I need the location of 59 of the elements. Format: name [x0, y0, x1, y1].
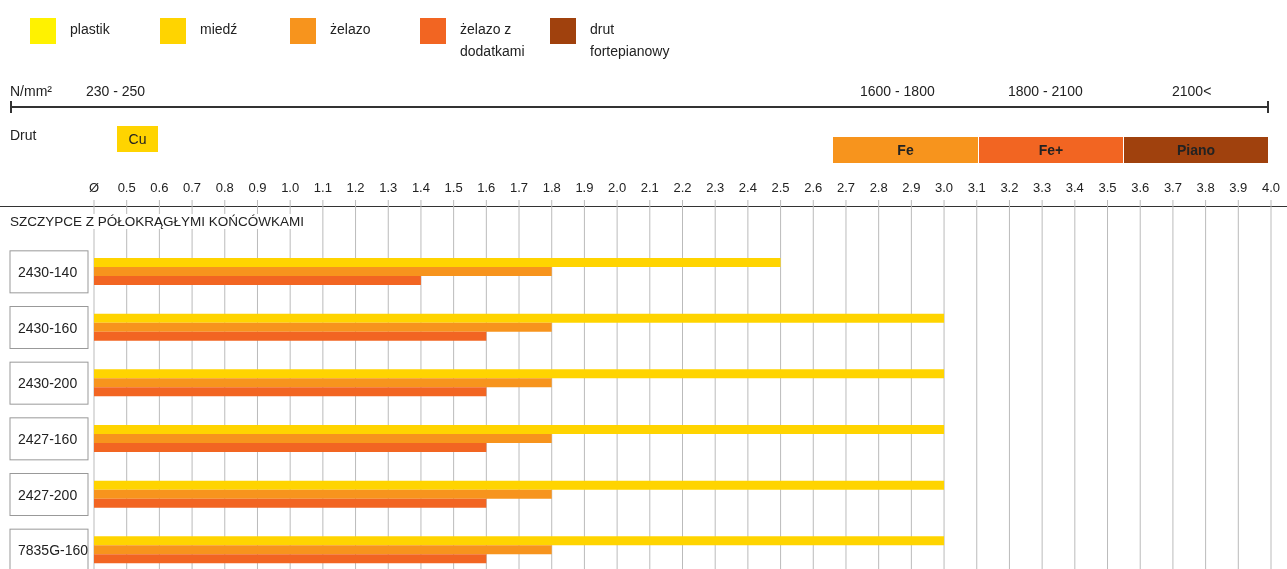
x-tick-label: 1.0 — [281, 180, 300, 195]
x-tick-label: 0.7 — [183, 180, 202, 195]
x-tick-label: 3.7 — [1163, 180, 1182, 195]
x-tick-label: 2.6 — [804, 180, 823, 195]
y-tick-label: 2430-160 — [18, 319, 78, 336]
text: N/mm² — [10, 82, 52, 100]
x-tick-label: 4.0 — [1261, 180, 1281, 195]
x-tick-label: 2.2 — [673, 180, 692, 195]
x-tick-label: 3.4 — [1065, 180, 1084, 195]
x-tick-label: 1.9 — [575, 180, 594, 195]
x-tick-label: 1.1 — [313, 180, 332, 195]
x-tick-label: 0.9 — [248, 180, 267, 195]
x-tick-label: 1.4 — [411, 180, 430, 195]
x-tick-label: 3.1 — [967, 180, 986, 195]
text: Fe+ — [979, 137, 1123, 163]
x-tick-label: 2.7 — [836, 180, 856, 195]
text: 230 - 250 — [86, 82, 146, 100]
text: 1800 - 2100 — [1008, 82, 1083, 100]
y-tick-label: 2430-140 — [18, 263, 78, 280]
legend-label: żelazo — [330, 20, 372, 39]
legend-label: plastik — [70, 20, 111, 39]
x-tick-label: 2.8 — [869, 180, 888, 195]
x-tick-label: 1.8 — [542, 180, 561, 195]
text: SZCZYPCE Z PÓŁOKRĄGŁYMI KOŃCÓWKAMI — [10, 214, 305, 229]
text: 1600 - 1800 — [860, 82, 935, 100]
x-tick-label: Ø — [88, 180, 100, 195]
x-tick-label: 0.8 — [215, 180, 234, 195]
x-tick-label: 3.9 — [1229, 180, 1248, 195]
x-tick-label: 3.0 — [935, 180, 954, 195]
x-tick-label: 3.6 — [1131, 180, 1150, 195]
x-tick-label: 1.5 — [444, 180, 463, 195]
x-tick-label: 2.3 — [706, 180, 725, 195]
y-tick-label: 7835G-160 — [18, 542, 89, 559]
x-tick-label: 1.3 — [379, 180, 398, 195]
x-tick-label: 2.5 — [771, 180, 790, 195]
x-tick-label: 2.0 — [608, 180, 627, 195]
text: 2100< — [1172, 82, 1212, 100]
x-tick-label: 3.5 — [1098, 180, 1117, 195]
x-tick-label: 1.2 — [346, 180, 365, 195]
x-tick-label: 3.3 — [1033, 180, 1052, 195]
x-tick-label: 0.6 — [150, 180, 169, 195]
y-tick-label: 2427-200 — [18, 486, 78, 503]
x-tick-label: 2.1 — [640, 180, 659, 195]
x-tick-label: 2.9 — [902, 180, 921, 195]
text: Fe — [833, 137, 978, 163]
legend-label: drut fortepianowy — [590, 20, 671, 61]
x-tick-label: 1.7 — [509, 180, 529, 195]
x-tick-label: 1.6 — [477, 180, 496, 195]
y-tick-label: 2430-200 — [18, 375, 78, 392]
x-tick-label: 0.5 — [117, 180, 136, 195]
legend-label: żelazo z dodatkami — [460, 20, 526, 61]
text: Cu — [117, 126, 158, 152]
x-tick-label: 3.2 — [1000, 180, 1019, 195]
legend-label: miedź — [200, 20, 239, 39]
x-tick-label: 2.4 — [738, 180, 757, 195]
text: Piano — [1124, 137, 1268, 163]
x-tick-label: 3.8 — [1196, 180, 1215, 195]
y-tick-label: 2427-160 — [18, 430, 78, 447]
text: Drut — [10, 126, 37, 144]
